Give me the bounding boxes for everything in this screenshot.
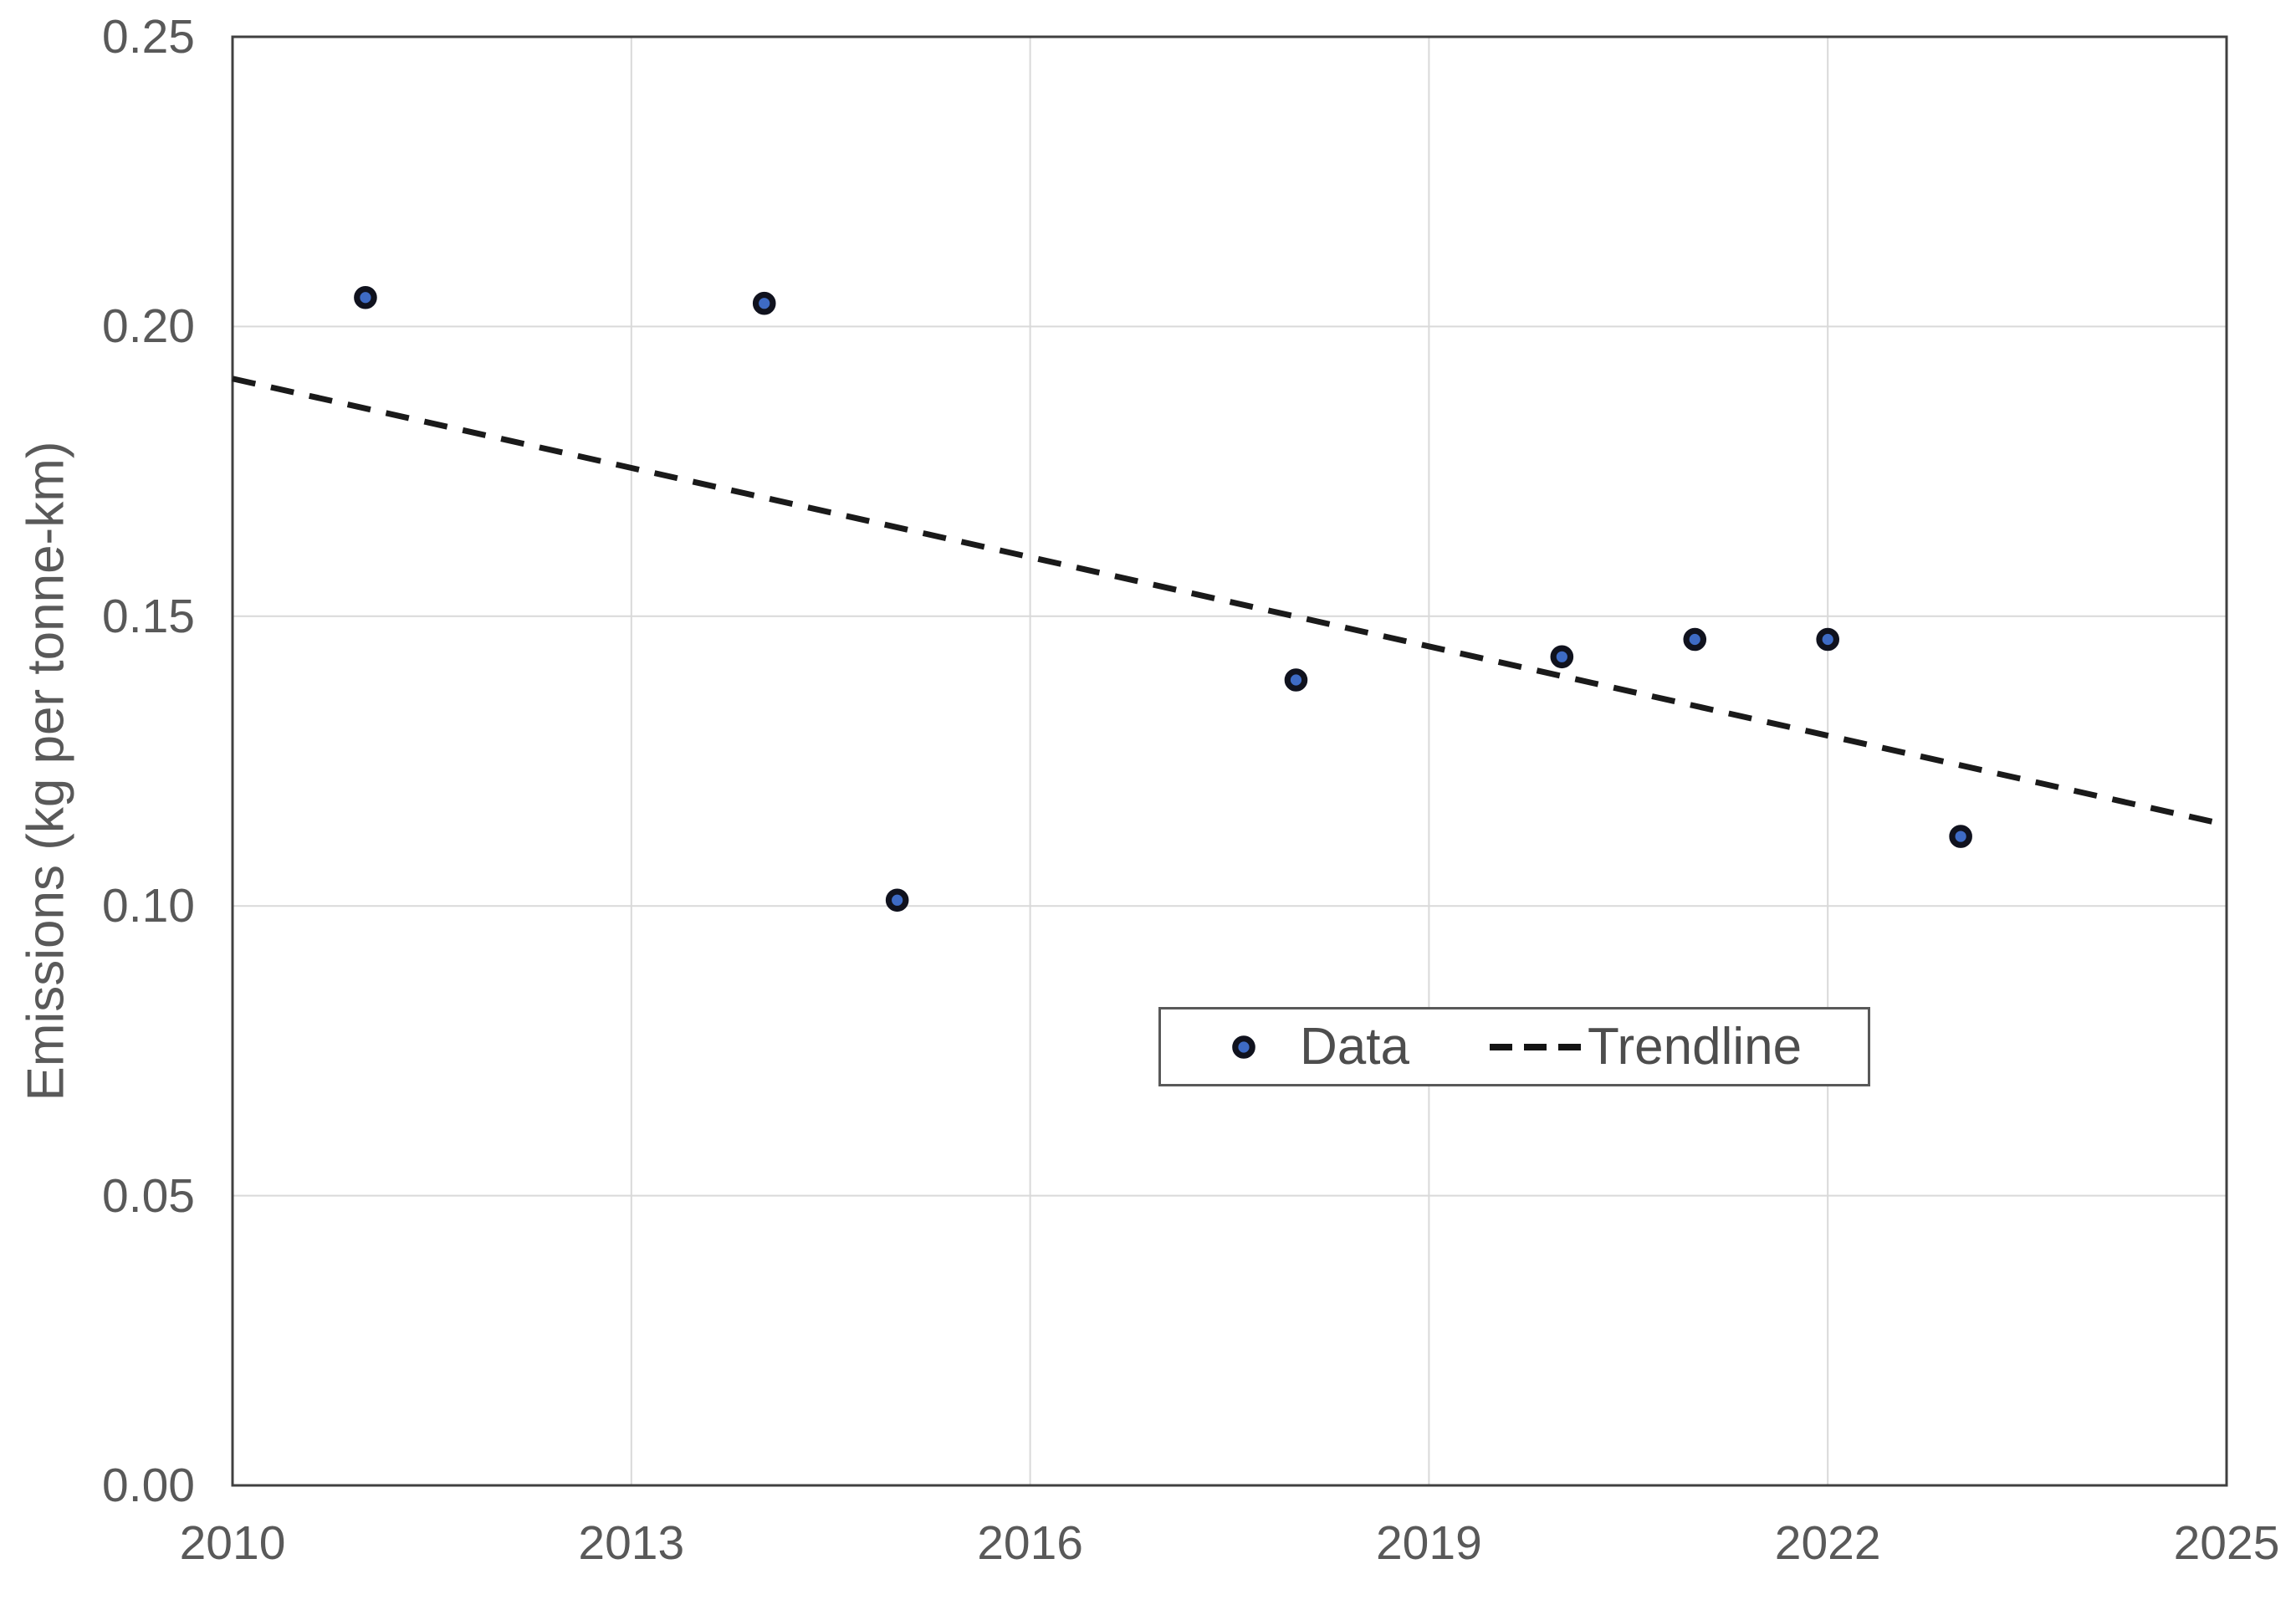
y-tick-label: 0.00 bbox=[102, 1459, 195, 1512]
legend-trendline-dash-icon bbox=[1489, 1043, 1581, 1050]
data-point bbox=[752, 291, 776, 315]
dash-segment bbox=[1557, 1043, 1581, 1050]
dash-segment bbox=[1489, 1043, 1512, 1050]
data-point bbox=[354, 285, 377, 309]
y-tick-label: 0.25 bbox=[102, 10, 195, 64]
y-tick-label: 0.05 bbox=[102, 1168, 195, 1223]
data-point bbox=[885, 888, 909, 912]
y-tick-label: 0.10 bbox=[102, 879, 195, 933]
data-point bbox=[1949, 825, 1972, 848]
y-tick-label: 0.15 bbox=[102, 589, 195, 643]
legend-trendline-label: Trendline bbox=[1587, 1018, 1803, 1076]
trendline bbox=[232, 376, 2227, 828]
legend-data-marker-icon bbox=[1232, 1035, 1255, 1059]
data-point bbox=[1284, 668, 1308, 692]
y-axis-title: Emissions (kg per tonne-km) bbox=[17, 441, 75, 1101]
x-tick-label: 2025 bbox=[2173, 1516, 2280, 1570]
data-point bbox=[1816, 627, 1839, 652]
y-tick-label: 0.20 bbox=[102, 299, 195, 354]
x-tick-label: 2010 bbox=[179, 1516, 286, 1570]
x-tick-label: 2013 bbox=[578, 1516, 685, 1570]
legend-data-label: Data bbox=[1300, 1018, 1409, 1076]
legend: Data Trendline bbox=[1158, 1007, 1870, 1086]
data-point bbox=[1550, 645, 1574, 669]
x-tick-label: 2016 bbox=[977, 1516, 1083, 1570]
dash-segment bbox=[1523, 1043, 1547, 1050]
plot-border bbox=[231, 35, 2228, 1487]
data-point bbox=[1683, 627, 1707, 652]
x-tick-label: 2019 bbox=[1375, 1516, 1482, 1570]
x-tick-label: 2022 bbox=[1774, 1516, 1881, 1570]
